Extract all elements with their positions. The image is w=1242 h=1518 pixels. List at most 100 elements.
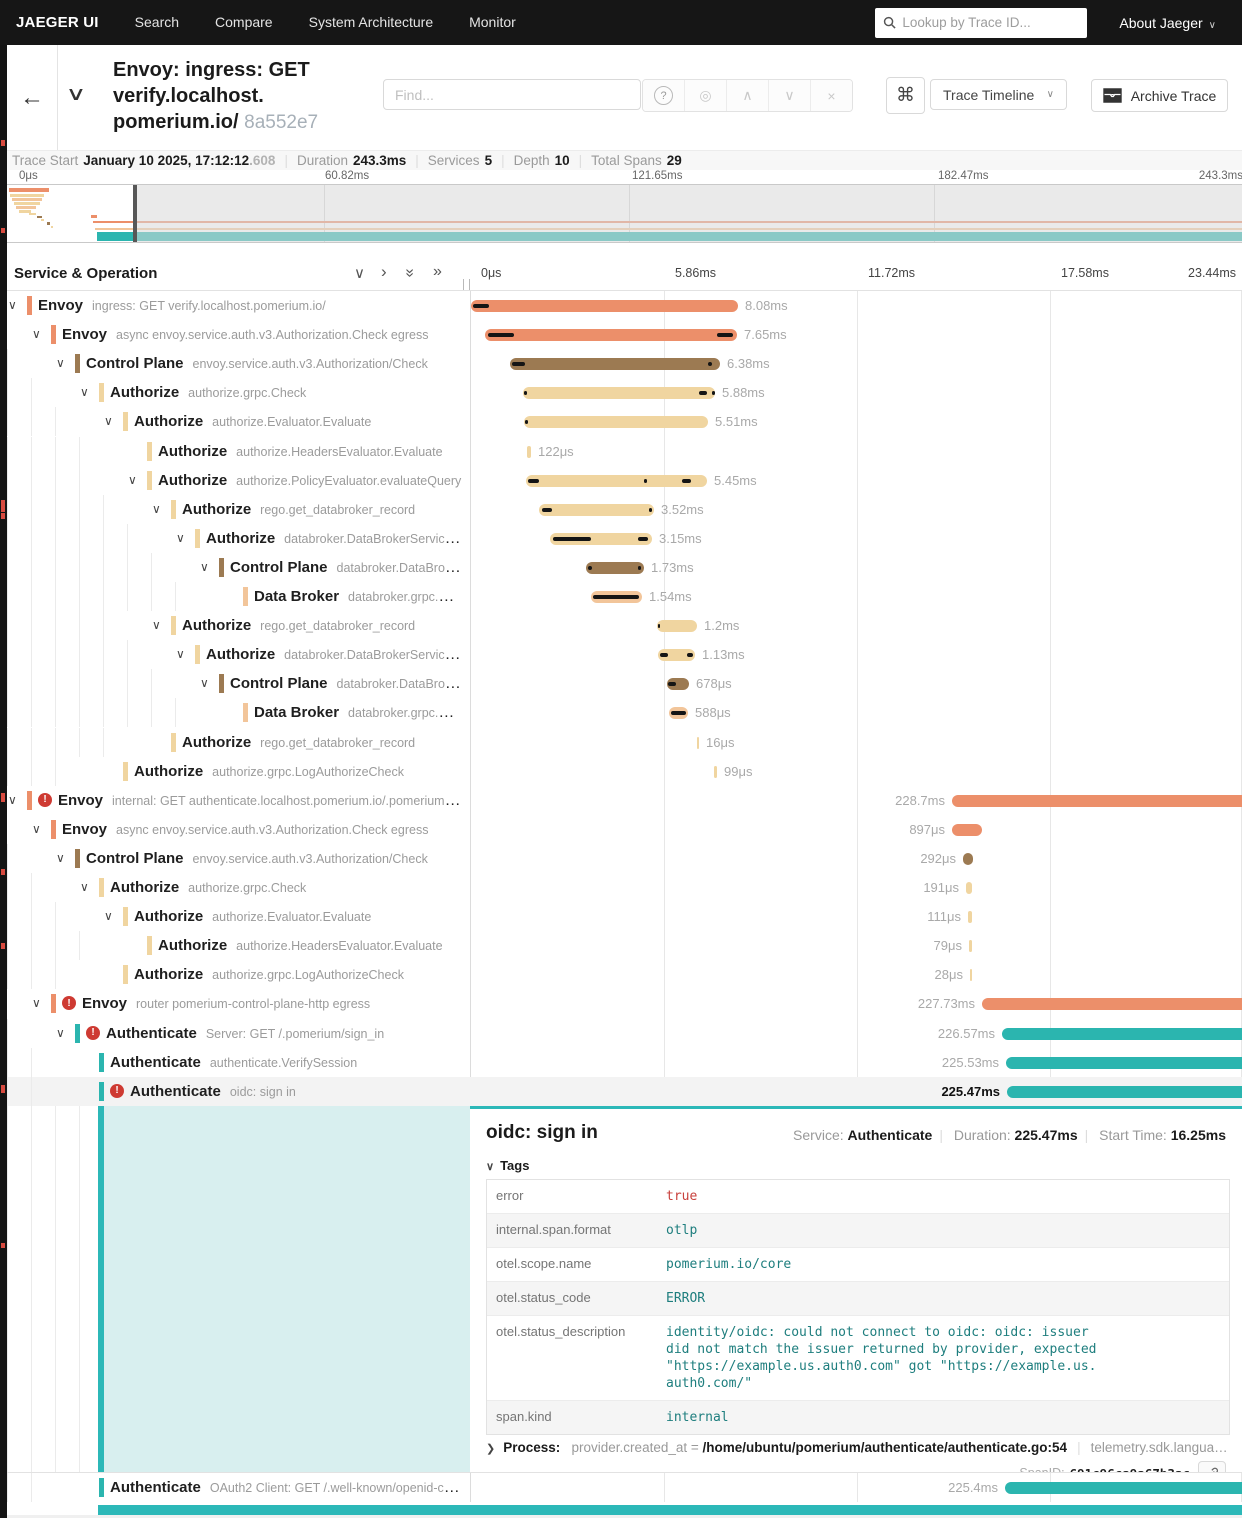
span-duration-bar[interactable] bbox=[966, 882, 972, 894]
span-duration-bar[interactable] bbox=[524, 416, 708, 429]
span-duration-bar[interactable] bbox=[1006, 1056, 1242, 1069]
panel-resize-grip[interactable] bbox=[463, 279, 470, 290]
trace-collapse-toggle[interactable]: ∨ bbox=[65, 84, 87, 105]
row-collapse-chevron[interactable]: ∨ bbox=[200, 559, 209, 574]
nav-item-system-architecture[interactable]: System Architecture bbox=[308, 13, 434, 30]
span-row[interactable]: Authorize authorize.grpc.LogAuthorizeChec… bbox=[0, 960, 1242, 990]
span-duration-bar[interactable] bbox=[550, 532, 652, 545]
span-row[interactable]: ∨ Envoy async envoy.service.auth.v3.Author… bbox=[0, 814, 1242, 844]
row-collapse-chevron[interactable]: ∨ bbox=[152, 618, 161, 633]
back-button[interactable]: ← bbox=[7, 45, 58, 150]
span-row[interactable]: Authorize rego.get_databroker_record 16μs bbox=[0, 727, 1242, 757]
find-next-button[interactable]: ∨ bbox=[769, 80, 811, 111]
row-collapse-chevron[interactable]: ∨ bbox=[56, 850, 65, 865]
nav-item-search[interactable]: Search bbox=[134, 13, 180, 30]
minimap-drag-handle[interactable] bbox=[133, 185, 137, 242]
expand-one-icon[interactable]: › bbox=[381, 262, 387, 281]
span-row[interactable]: ∨ Authorize authorize.grpc.Check 5.88ms bbox=[0, 378, 1242, 408]
tags-section-toggle[interactable]: ∨ Tags bbox=[486, 1158, 530, 1173]
span-row[interactable]: ∨ Envoy async envoy.service.auth.v3.Author… bbox=[0, 320, 1242, 350]
row-collapse-chevron[interactable]: ∨ bbox=[176, 647, 185, 662]
span-row[interactable]: Authenticate OAuth2 Client: GET /.well-kn… bbox=[0, 1473, 1242, 1503]
row-collapse-chevron[interactable]: ∨ bbox=[128, 472, 137, 487]
span-duration-bar[interactable] bbox=[982, 998, 1242, 1011]
tag-row-otel.scope.name[interactable]: otel.scope.name pomerium.io/core bbox=[487, 1248, 1229, 1282]
span-duration-bar[interactable] bbox=[523, 387, 715, 400]
span-row[interactable]: ∨ Authorize rego.get_databroker_record 1.2m… bbox=[0, 611, 1242, 641]
find-prev-button[interactable]: ∧ bbox=[727, 80, 769, 111]
span-row[interactable]: ∨ Control Plane envoy.service.auth.v3.Auth… bbox=[0, 843, 1242, 873]
span-row[interactable]: ∨! Authenticate Server: GET /.pomerium/sig… bbox=[0, 1018, 1242, 1048]
row-collapse-chevron[interactable]: ∨ bbox=[56, 356, 65, 371]
row-collapse-chevron[interactable]: ∨ bbox=[200, 676, 209, 691]
collapse-one-icon[interactable]: ∨ bbox=[354, 265, 365, 282]
row-collapse-chevron[interactable]: ∨ bbox=[176, 530, 185, 545]
span-row[interactable]: ∨ Authorize databroker.DataBrokerService/Q… bbox=[0, 523, 1242, 553]
span-duration-bar[interactable] bbox=[667, 678, 689, 691]
tag-row-internal.span.format[interactable]: internal.span.format otlp bbox=[487, 1214, 1229, 1248]
row-collapse-chevron[interactable]: ∨ bbox=[32, 996, 41, 1011]
collapse-all-icon[interactable]: » bbox=[401, 268, 419, 278]
span-row[interactable]: Data Broker databroker.grpc.Query 588μs bbox=[0, 698, 1242, 728]
span-row[interactable]: Authorize authorize.grpc.LogAuthorizeChec… bbox=[0, 756, 1242, 786]
find-clear-button[interactable]: × bbox=[811, 80, 852, 111]
tag-row-span.kind[interactable]: span.kind internal bbox=[487, 1401, 1229, 1434]
span-duration-bar[interactable] bbox=[1002, 1027, 1242, 1040]
span-duration-bar[interactable] bbox=[697, 736, 699, 749]
span-row[interactable]: Data Broker databroker.grpc.Query 1.54ms bbox=[0, 582, 1242, 612]
span-duration-bar[interactable] bbox=[471, 300, 738, 312]
span-duration-bar[interactable] bbox=[510, 358, 720, 371]
span-duration-bar[interactable] bbox=[963, 852, 973, 865]
row-collapse-chevron[interactable]: ∨ bbox=[8, 298, 17, 312]
row-collapse-chevron[interactable]: ∨ bbox=[32, 821, 41, 836]
trace-id-search[interactable]: Lookup by Trace ID... bbox=[875, 7, 1088, 38]
span-row[interactable]: ∨! Envoy internal: GET authenticate.localh… bbox=[0, 786, 1242, 815]
span-row[interactable]: Authorize authorize.HeadersEvaluator.Eval… bbox=[0, 436, 1242, 466]
span-row[interactable]: ∨ Authorize databroker.DataBrokerService/Q… bbox=[0, 640, 1242, 670]
row-collapse-chevron[interactable]: ∨ bbox=[104, 909, 113, 924]
span-duration-bar[interactable] bbox=[539, 503, 654, 516]
span-row[interactable]: ∨ Control Plane envoy.service.auth.v3.Auth… bbox=[0, 349, 1242, 379]
span-duration-bar[interactable] bbox=[586, 561, 644, 574]
keyboard-shortcuts-button[interactable]: ⌘ bbox=[886, 77, 925, 114]
span-row[interactable]: ∨ Authorize rego.get_databroker_record 3.52… bbox=[0, 494, 1242, 524]
span-row[interactable]: ∨ Authorize authorize.Evaluator.Evaluate 11… bbox=[0, 902, 1242, 932]
trace-minimap[interactable] bbox=[7, 184, 1242, 243]
span-duration-bar[interactable] bbox=[526, 474, 707, 487]
span-row[interactable]: Authorize authorize.HeadersEvaluator.Eval… bbox=[0, 931, 1242, 961]
row-collapse-chevron[interactable]: ∨ bbox=[32, 327, 41, 342]
span-duration-bar[interactable] bbox=[968, 911, 972, 924]
find-input[interactable]: Find... bbox=[383, 79, 641, 110]
row-collapse-chevron[interactable]: ∨ bbox=[80, 880, 89, 894]
span-duration-bar[interactable] bbox=[969, 940, 972, 953]
span-row[interactable]: ∨ Control Plane databroker.DataBrokerSer… 6… bbox=[0, 669, 1242, 699]
span-row[interactable]: ! Authenticate oidc: sign in 225.47ms bbox=[0, 1076, 1242, 1106]
tag-row-otel.status_code[interactable]: otel.status_code ERROR bbox=[487, 1282, 1229, 1316]
tag-row-error[interactable]: error true bbox=[487, 1180, 1229, 1214]
span-row[interactable]: ∨ Authorize authorize.PolicyEvaluator.eval… bbox=[0, 465, 1242, 495]
span-duration-bar[interactable] bbox=[970, 969, 972, 982]
nav-item-monitor[interactable]: Monitor bbox=[469, 13, 516, 30]
span-duration-bar[interactable] bbox=[527, 445, 531, 458]
row-collapse-chevron[interactable]: ∨ bbox=[8, 792, 17, 807]
span-duration-bar[interactable] bbox=[658, 649, 695, 662]
row-collapse-chevron[interactable]: ∨ bbox=[152, 501, 161, 516]
row-collapse-chevron[interactable]: ∨ bbox=[80, 385, 89, 400]
span-row[interactable]: ∨ Control Plane databroker.DataBrokerSer… 1… bbox=[0, 552, 1242, 582]
span-duration-bar[interactable] bbox=[1005, 1482, 1242, 1494]
find-help-button[interactable]: ? bbox=[643, 80, 685, 111]
tag-row-otel.status_description[interactable]: otel.status_description identity/oidc: co… bbox=[487, 1316, 1229, 1401]
span-row[interactable]: Authenticate authenticate.VerifySession 22… bbox=[0, 1047, 1242, 1077]
about-jaeger-menu[interactable]: About Jaeger ∨ bbox=[1119, 14, 1216, 31]
span-duration-bar[interactable] bbox=[952, 823, 982, 836]
span-duration-bar[interactable] bbox=[1007, 1085, 1242, 1098]
row-collapse-chevron[interactable]: ∨ bbox=[56, 1025, 65, 1040]
archive-trace-button[interactable]: Archive Trace bbox=[1091, 79, 1228, 112]
span-row[interactable]: ∨ Authorize authorize.grpc.Check 191μs bbox=[0, 873, 1242, 903]
nav-item-compare[interactable]: Compare bbox=[215, 13, 273, 30]
process-section-toggle[interactable]: ❯ Process: provider.created_at = /home/ub… bbox=[486, 1440, 1226, 1455]
row-collapse-chevron[interactable]: ∨ bbox=[104, 414, 113, 429]
span-row[interactable]: ∨ Authorize authorize.Evaluator.Evaluate 5.… bbox=[0, 407, 1242, 437]
trace-view-select[interactable]: Trace Timeline ∨ bbox=[930, 79, 1067, 110]
span-duration-bar[interactable] bbox=[714, 765, 717, 778]
